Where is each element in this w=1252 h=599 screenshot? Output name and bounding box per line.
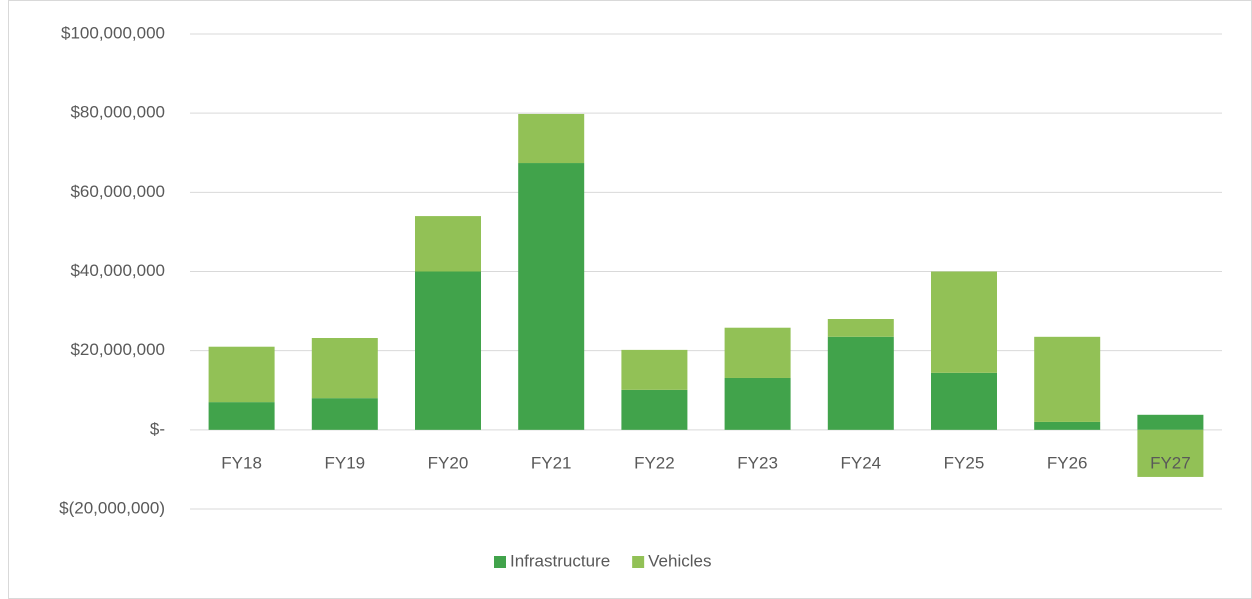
bar-segment bbox=[208, 402, 275, 430]
bar-segment bbox=[1034, 336, 1101, 422]
bar-segment bbox=[1034, 421, 1101, 430]
legend-label: Vehicles bbox=[648, 551, 711, 570]
bar-segment bbox=[1137, 414, 1204, 430]
y-tick-label: $80,000,000 bbox=[70, 103, 165, 122]
bar-segment bbox=[931, 271, 997, 373]
x-tick-label: FY20 bbox=[428, 453, 469, 472]
bar-segment bbox=[311, 338, 378, 399]
bar-segment bbox=[724, 327, 791, 378]
chart-frame bbox=[8, 0, 1252, 599]
y-tick-label: $40,000,000 bbox=[70, 261, 165, 280]
legend-swatch bbox=[632, 556, 645, 568]
x-tick-label: FY26 bbox=[1047, 453, 1088, 472]
y-tick-label: $100,000,000 bbox=[61, 23, 165, 42]
bar-segment bbox=[518, 113, 585, 164]
bar-segment bbox=[621, 389, 688, 430]
bar-segment bbox=[1137, 429, 1204, 477]
x-tick-label: FY27 bbox=[1150, 453, 1191, 472]
bar-segment bbox=[621, 349, 688, 390]
x-tick-label: FY19 bbox=[324, 453, 365, 472]
legend-swatch bbox=[494, 556, 506, 568]
x-tick-label: FY18 bbox=[221, 453, 262, 472]
bar-segment bbox=[415, 216, 481, 272]
legend-label: Infrastructure bbox=[510, 551, 610, 570]
x-tick-label: FY24 bbox=[840, 453, 881, 472]
bar-segment bbox=[311, 398, 378, 430]
y-tick-label: $60,000,000 bbox=[70, 182, 165, 201]
bar-segment bbox=[518, 163, 585, 430]
bar-segment bbox=[827, 336, 894, 430]
bar-segment bbox=[415, 271, 481, 430]
x-tick-label: FY25 bbox=[944, 453, 985, 472]
x-tick-label: FY22 bbox=[634, 453, 675, 472]
y-tick-label: $- bbox=[150, 419, 165, 438]
bar-segment bbox=[827, 319, 894, 337]
y-tick-label: $20,000,000 bbox=[70, 340, 165, 359]
x-tick-label: FY23 bbox=[737, 453, 778, 472]
bar-segment bbox=[724, 377, 791, 430]
y-tick-label: $(20,000,000) bbox=[59, 498, 165, 517]
x-tick-label: FY21 bbox=[531, 453, 572, 472]
bar-segment bbox=[931, 372, 997, 430]
bar-segment bbox=[208, 346, 275, 403]
